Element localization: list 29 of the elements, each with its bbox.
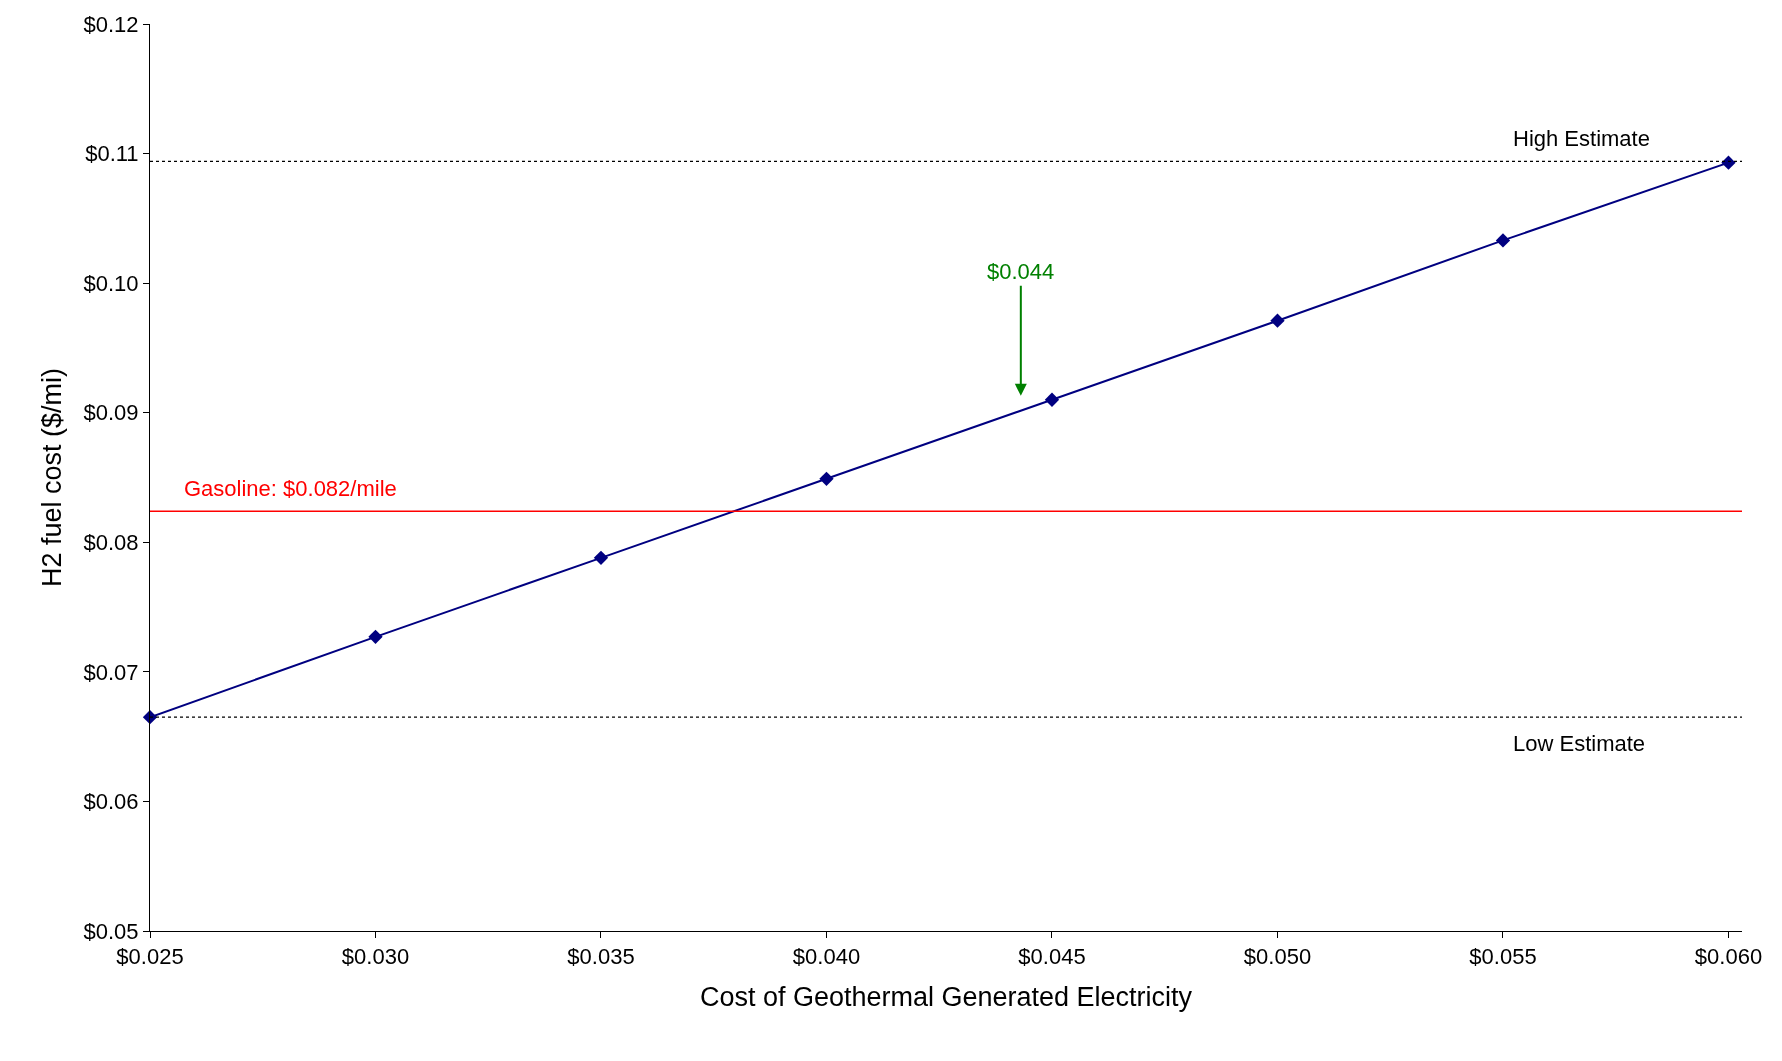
x-tick-label: $0.055	[1469, 944, 1537, 970]
annotation: $0.044	[987, 259, 1055, 284]
point	[593, 550, 609, 565]
point	[1721, 155, 1736, 170]
x-tick-label: $0.050	[1243, 944, 1312, 970]
x-tick-label: $0.045	[1018, 944, 1086, 970]
ref-line-label: High Estimate	[1513, 126, 1650, 151]
ref-line-label: Low Estimate	[1513, 731, 1646, 756]
y-tick-label: $0.07	[83, 659, 139, 685]
x-tick-label: $0.035	[567, 944, 635, 970]
x-tick-label: $0.030	[341, 944, 410, 970]
y-tick-label: $0.12	[83, 11, 139, 37]
y-tick-label: $0.09	[83, 400, 139, 426]
y-tick-label: $0.11	[85, 141, 139, 167]
point	[1495, 233, 1511, 248]
y-tick-label: $0.06	[83, 789, 139, 815]
point	[819, 471, 834, 486]
y-tick-label: $0.05	[83, 918, 139, 944]
x-tick-label: $0.040	[792, 944, 861, 970]
point	[1270, 313, 1285, 328]
point	[368, 629, 383, 645]
y-tick-label: $0.10	[83, 270, 139, 296]
y-tick-label: $0.08	[83, 529, 139, 555]
x-tick-label: $0.025	[116, 944, 184, 970]
x-tick-label: $0.060	[1694, 944, 1763, 970]
y-axis-title: H2 fuel cost ($/mi)	[36, 367, 67, 588]
x-axis-title: Cost of Geothermal Generated Electricity	[699, 981, 1193, 1012]
point	[1044, 392, 1060, 407]
ref-line-label: Gasoline: $0.082/mile	[184, 476, 397, 501]
